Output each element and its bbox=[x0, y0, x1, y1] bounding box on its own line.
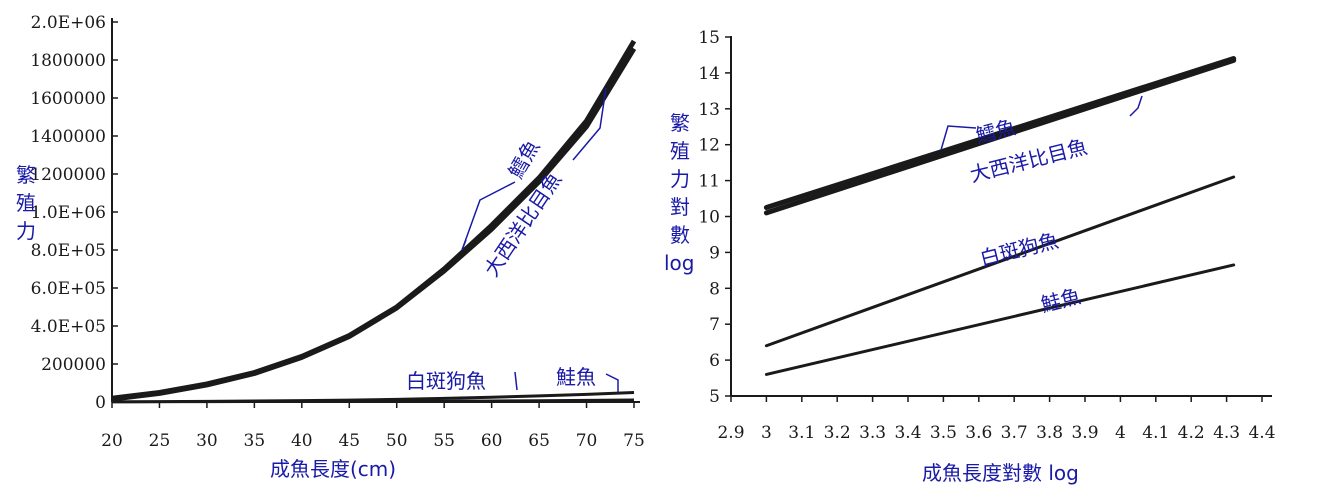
arrow-halibut-right bbox=[1129, 95, 1143, 117]
right-y-tick-label: 14 bbox=[698, 64, 720, 84]
left-y-tick-label: 1.0E+06 bbox=[31, 203, 106, 223]
left-y-tick-label: 2.0E+06 bbox=[31, 13, 106, 33]
left-ylabel-0: 繁 bbox=[16, 163, 36, 187]
left-y-tick-label: 1400000 bbox=[30, 127, 106, 147]
right-y-tick-label: 9 bbox=[709, 243, 720, 263]
label-cod-right: 鱈魚 bbox=[973, 115, 1018, 148]
right-x-tick-label: 3.1 bbox=[788, 423, 815, 443]
left-y-tick-label: 8.0E+05 bbox=[31, 241, 106, 261]
left-x-tick-label: 20 bbox=[101, 431, 123, 451]
right-x-tick-label: 4 bbox=[1115, 423, 1126, 443]
left-y-tick-label: 1800000 bbox=[30, 51, 106, 71]
left-y-tick-label: 6.0E+05 bbox=[31, 279, 106, 299]
right-x-tick-label: 2.9 bbox=[717, 423, 744, 443]
right-series-line-3 bbox=[764, 263, 1236, 376]
right-ylabel-0: 繁 bbox=[670, 111, 690, 135]
right-x-tick-label: 4.2 bbox=[1178, 423, 1205, 443]
left-x-tick-label: 65 bbox=[528, 431, 550, 451]
left-x-tick-label: 50 bbox=[386, 431, 408, 451]
arrow-cod-right bbox=[940, 125, 977, 151]
left-ylabel-2: 力 bbox=[16, 219, 36, 243]
right-ylabel-5: log bbox=[664, 251, 695, 275]
left-y-tick-label: 1200000 bbox=[30, 165, 106, 185]
right-y-tick-label: 15 bbox=[698, 28, 720, 48]
left-series-line-0 bbox=[111, 39, 637, 401]
left-x-tick-label: 55 bbox=[433, 431, 455, 451]
left-x-tick-label: 30 bbox=[196, 431, 218, 451]
left-series-line-1 bbox=[111, 47, 637, 402]
arrow-cod-left bbox=[461, 181, 516, 251]
left-xlabel: 成魚長度(cm) bbox=[270, 457, 396, 481]
left-x-tick-label: 40 bbox=[291, 431, 313, 451]
right-x-tick-label: 4.3 bbox=[1213, 423, 1240, 443]
right-y-tick-label: 5 bbox=[709, 387, 720, 407]
right-x-tick-label: 3.5 bbox=[930, 423, 957, 443]
right-y-tick-label: 13 bbox=[698, 100, 720, 120]
label-salmon-left: 鮭魚 bbox=[556, 365, 596, 389]
left-x-tick-label: 75 bbox=[623, 431, 645, 451]
right-series-line-2 bbox=[764, 175, 1236, 348]
right-ylabel-3: 對 bbox=[670, 195, 690, 219]
left-x-tick-label: 35 bbox=[244, 431, 266, 451]
right-x-tick-label: 4.4 bbox=[1248, 423, 1275, 443]
left-x-tick-label: 25 bbox=[149, 431, 171, 451]
right-x-tick-label: 3.9 bbox=[1071, 423, 1098, 443]
arrow-halibut-left bbox=[572, 87, 607, 161]
right-x-tick-label: 3.4 bbox=[894, 423, 921, 443]
right-y-tick-label: 11 bbox=[698, 172, 720, 192]
arrow-pike-left bbox=[514, 371, 518, 391]
right-y-tick-label: 12 bbox=[698, 136, 720, 156]
right-xlabel: 成魚長度對數 log bbox=[922, 461, 1079, 485]
arrowhead-cod-left bbox=[461, 239, 467, 251]
right-x-tick-label: 4.1 bbox=[1142, 423, 1169, 443]
label-pike-right: 白斑狗魚 bbox=[977, 228, 1060, 271]
arrow-salmon-left bbox=[605, 373, 619, 392]
right-ylabel-1: 殖 bbox=[670, 139, 690, 163]
left-ylabel-1: 殖 bbox=[16, 191, 36, 215]
left-x-tick-label: 60 bbox=[481, 431, 503, 451]
label-pike-left: 白斑狗魚 bbox=[406, 369, 486, 393]
log-fecundity-vs-log-length-chart: 2.9 3 3.1 3.2 3.3 3.4 3.5 3.6 3.7 3.8 3.9 4 4.1 4.2 4.… bbox=[660, 0, 1332, 496]
label-salmon-right: 鮭魚 bbox=[1038, 284, 1083, 317]
left-x-tick-label: 70 bbox=[576, 431, 598, 451]
left-y-tick-label: 0 bbox=[95, 393, 106, 413]
right-chart-svg: 2.9 3 3.1 3.2 3.3 3.4 3.5 3.6 3.7 3.8 3.9 4 4.1 4.2 4.… bbox=[664, 28, 1276, 485]
left-y-tick-label: 4.0E+05 bbox=[31, 317, 106, 337]
left-chart-svg: 20 25 30 35 40 45 50 55 60 65 70 75 0 200000 4.0E+05 6.… bbox=[16, 13, 645, 481]
left-x-tick-label: 45 bbox=[338, 431, 360, 451]
fecundity-vs-length-chart: 20 25 30 35 40 45 50 55 60 65 70 75 0 200000 4.0E+05 6.… bbox=[0, 0, 660, 496]
right-ylabel-4: 數 bbox=[670, 223, 690, 247]
right-series-line-1 bbox=[763, 57, 1237, 216]
right-y-tick-label: 10 bbox=[698, 208, 720, 228]
right-x-tick-label: 3.8 bbox=[1036, 423, 1063, 443]
right-x-tick-label: 3.3 bbox=[859, 423, 886, 443]
right-y-tick-label: 8 bbox=[709, 279, 720, 299]
right-ylabel-2: 力 bbox=[670, 167, 690, 191]
right-x-tick-label: 3 bbox=[761, 423, 772, 443]
left-y-tick-label: 200000 bbox=[41, 355, 106, 375]
right-x-tick-label: 3.6 bbox=[965, 423, 992, 443]
right-y-tick-label: 7 bbox=[709, 315, 720, 335]
right-x-tick-label: 3.7 bbox=[1001, 423, 1028, 443]
right-x-tick-label: 3.2 bbox=[824, 423, 851, 443]
right-y-tick-label: 6 bbox=[709, 351, 720, 371]
left-y-tick-label: 1600000 bbox=[30, 89, 106, 109]
